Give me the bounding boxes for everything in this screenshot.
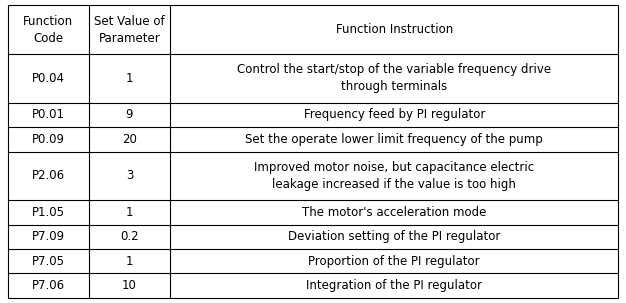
Text: Improved motor noise, but capacitance electric
leakage increased if the value is: Improved motor noise, but capacitance el… bbox=[254, 161, 535, 191]
Text: Proportion of the PI regulator: Proportion of the PI regulator bbox=[309, 255, 480, 268]
Text: 1: 1 bbox=[126, 255, 133, 268]
Text: P7.09: P7.09 bbox=[31, 230, 64, 243]
Text: Set Value of
Parameter: Set Value of Parameter bbox=[94, 15, 165, 45]
Text: Frequency feed by PI regulator: Frequency feed by PI regulator bbox=[304, 108, 485, 122]
Text: 1: 1 bbox=[126, 72, 133, 85]
Text: Function
Code: Function Code bbox=[23, 15, 73, 45]
Text: Control the start/stop of the variable frequency drive
through terminals: Control the start/stop of the variable f… bbox=[237, 63, 552, 94]
Text: P7.05: P7.05 bbox=[32, 255, 64, 268]
Text: P0.01: P0.01 bbox=[32, 108, 64, 122]
Text: P1.05: P1.05 bbox=[32, 206, 64, 219]
Text: Integration of the PI regulator: Integration of the PI regulator bbox=[306, 279, 482, 292]
Text: P0.04: P0.04 bbox=[32, 72, 64, 85]
Text: P2.06: P2.06 bbox=[31, 169, 64, 182]
Text: The motor's acceleration mode: The motor's acceleration mode bbox=[302, 206, 486, 219]
Text: 0.2: 0.2 bbox=[120, 230, 139, 243]
Text: Set the operate lower limit frequency of the pump: Set the operate lower limit frequency of… bbox=[245, 133, 543, 146]
Text: Function Instruction: Function Instruction bbox=[336, 23, 453, 36]
Text: 9: 9 bbox=[126, 108, 133, 122]
Text: 20: 20 bbox=[122, 133, 137, 146]
Text: P0.09: P0.09 bbox=[32, 133, 64, 146]
Text: P7.06: P7.06 bbox=[31, 279, 64, 292]
Text: 1: 1 bbox=[126, 206, 133, 219]
Text: 10: 10 bbox=[122, 279, 137, 292]
Text: 3: 3 bbox=[126, 169, 133, 182]
Text: Deviation setting of the PI regulator: Deviation setting of the PI regulator bbox=[288, 230, 500, 243]
